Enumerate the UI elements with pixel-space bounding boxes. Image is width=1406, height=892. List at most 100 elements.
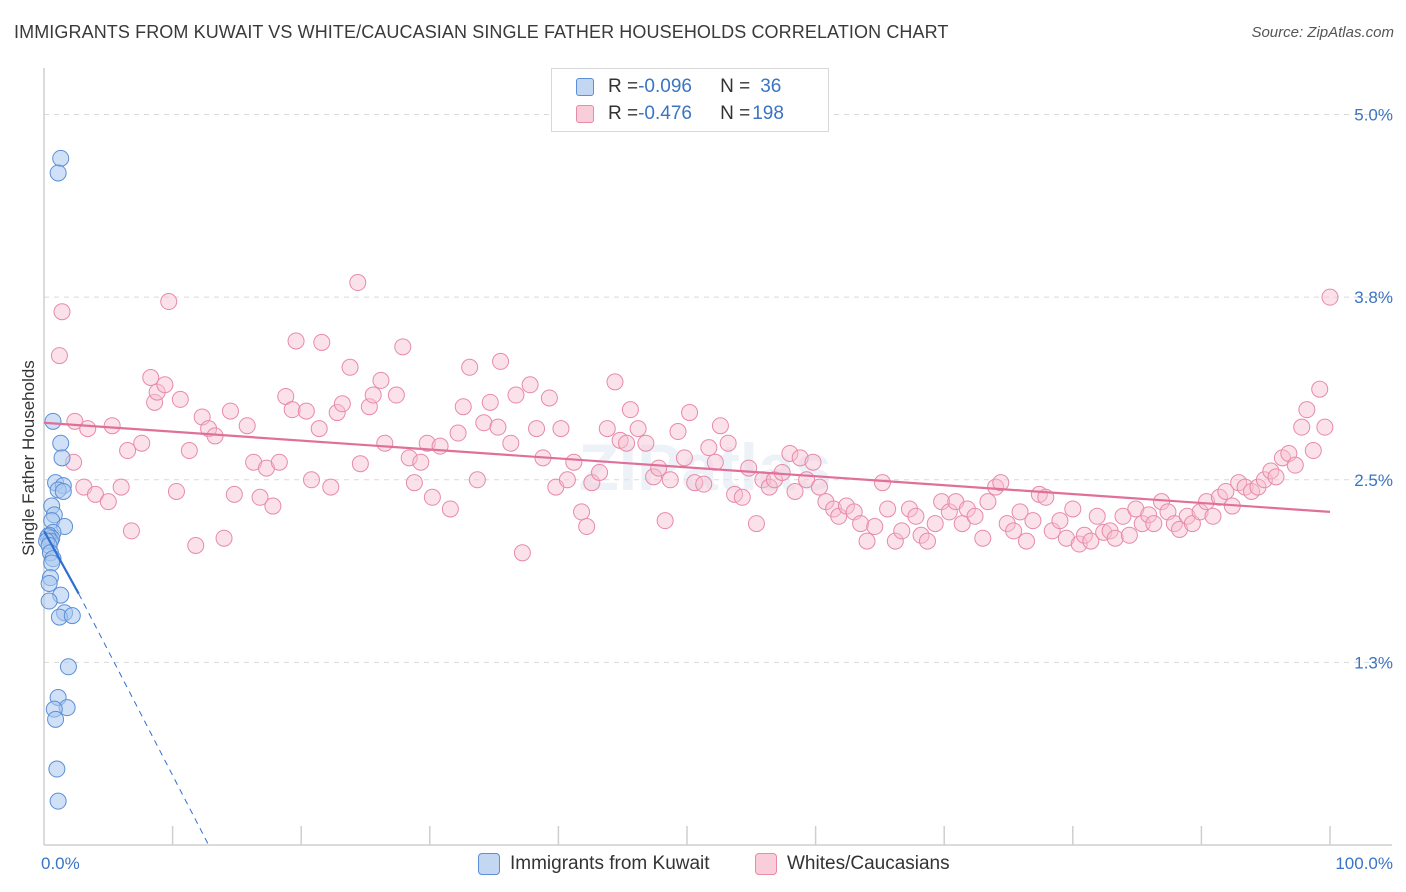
white-point xyxy=(251,488,269,506)
kuwait-point xyxy=(54,482,72,500)
white-point xyxy=(1018,532,1036,550)
white-point xyxy=(167,482,185,500)
white-point xyxy=(810,478,828,496)
white-point xyxy=(912,526,930,544)
white-point xyxy=(142,368,160,386)
white-point xyxy=(695,475,713,493)
white-point xyxy=(681,404,699,422)
kuwait-point xyxy=(48,760,66,778)
x-tick-label: 100.0% xyxy=(1335,854,1393,873)
white-point xyxy=(171,390,189,408)
white-point xyxy=(1293,418,1311,436)
white-point xyxy=(858,532,876,550)
y-tick-label: 2.5% xyxy=(1354,471,1393,490)
points-layer xyxy=(38,149,1339,810)
y-tick-label: 3.8% xyxy=(1354,288,1393,307)
white-point xyxy=(1217,482,1235,500)
white-point xyxy=(629,420,647,438)
white-point xyxy=(786,482,804,500)
white-point xyxy=(606,373,624,391)
white-point xyxy=(661,471,679,489)
white-point xyxy=(1316,418,1334,436)
bottom-legend-swatch-pink xyxy=(755,853,777,875)
white-point xyxy=(992,474,1010,492)
white-point xyxy=(552,420,570,438)
white-point xyxy=(333,395,351,413)
white-point xyxy=(804,453,822,471)
white-point xyxy=(1114,507,1132,525)
white-point xyxy=(598,420,616,438)
white-point xyxy=(180,442,198,460)
white-point xyxy=(328,404,346,422)
bottom-legend-label: Whites/Caucasians xyxy=(787,853,950,874)
legend-n-label: N = xyxy=(720,76,751,97)
kuwait-point xyxy=(40,574,58,592)
white-point xyxy=(475,414,493,432)
axis-layer xyxy=(43,68,1392,846)
legend-row-white: R = -0.476 N = 198 xyxy=(576,102,784,126)
white-point xyxy=(1204,507,1222,525)
white-point xyxy=(79,420,97,438)
white-point xyxy=(1005,522,1023,540)
white-point xyxy=(1064,500,1082,518)
white-point xyxy=(740,459,758,477)
bottom-legend-label: Immigrants from Kuwait xyxy=(510,853,710,874)
white-point xyxy=(918,532,936,550)
white-point xyxy=(387,386,405,404)
white-point xyxy=(873,474,891,492)
white-point xyxy=(974,529,992,547)
white-point xyxy=(907,507,925,525)
white-point xyxy=(1088,507,1106,525)
white-point xyxy=(349,274,367,292)
legend-r-label: R = xyxy=(608,76,639,97)
white-point xyxy=(418,434,436,452)
white-point xyxy=(322,478,340,496)
white-point xyxy=(376,434,394,452)
white-point xyxy=(747,515,765,533)
white-point xyxy=(313,333,331,351)
white-point xyxy=(481,393,499,411)
white-point xyxy=(1298,401,1316,419)
white-point xyxy=(540,389,558,407)
white-point xyxy=(1075,526,1093,544)
white-point xyxy=(558,471,576,489)
legend-r-value: -0.476 xyxy=(638,103,692,124)
legend-r-label: R = xyxy=(608,103,639,124)
white-point xyxy=(791,449,809,467)
legend-r-value: -0.096 xyxy=(638,76,692,97)
white-point xyxy=(879,500,897,518)
white-point xyxy=(461,358,479,376)
kuwait-trendline xyxy=(78,593,210,846)
white-point xyxy=(1304,442,1322,460)
white-point xyxy=(297,402,315,420)
white-point xyxy=(99,493,117,511)
white-point xyxy=(1106,529,1124,547)
white-point xyxy=(528,420,546,438)
white-point xyxy=(238,417,256,435)
white-point xyxy=(423,488,441,506)
kuwait-point xyxy=(52,149,70,167)
white-point xyxy=(86,485,104,503)
white-point xyxy=(578,518,596,536)
white-point xyxy=(287,332,305,350)
white-point xyxy=(1082,532,1100,550)
white-point xyxy=(264,497,282,515)
white-point xyxy=(412,453,430,471)
white-point xyxy=(394,338,412,356)
white-point xyxy=(1183,515,1201,533)
kuwait-point xyxy=(49,792,67,810)
white-point xyxy=(886,532,904,550)
white-point xyxy=(468,471,486,489)
white-point xyxy=(160,293,178,311)
white-point xyxy=(852,515,870,533)
white-point xyxy=(645,468,663,486)
white-point xyxy=(650,459,668,477)
white-point xyxy=(711,417,729,435)
white-point xyxy=(513,544,531,562)
white-point xyxy=(119,442,137,460)
white-point xyxy=(112,478,130,496)
white-point xyxy=(1311,380,1329,398)
white-point xyxy=(310,420,328,438)
white-point xyxy=(940,503,958,521)
